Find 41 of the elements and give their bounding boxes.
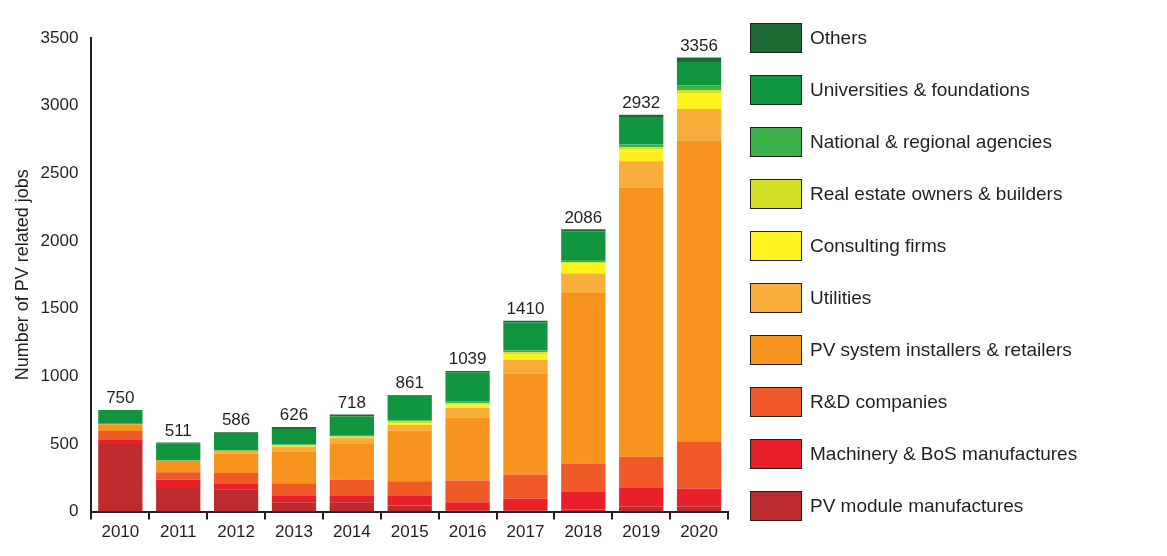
x-tick-label: 2010	[101, 522, 140, 542]
y-tick-label: 3000	[40, 95, 79, 115]
total-label: 2932	[622, 93, 661, 113]
x-tick-label: 2011	[159, 522, 197, 542]
total-label: 718	[337, 392, 367, 412]
legend-label: PV system installers & retailers	[810, 339, 1072, 361]
total-label: 861	[395, 373, 424, 393]
legend-label: Real estate owners & builders	[810, 183, 1063, 205]
y-tick-label: 0	[68, 501, 79, 521]
legend-label: Others	[810, 27, 868, 49]
x-tick-label: 2013	[275, 522, 313, 542]
y-tick-label: 1000	[40, 365, 79, 385]
y-tick-label: 500	[50, 433, 79, 453]
x-tick-label: 2014	[332, 522, 371, 542]
y-tick-label: 1500	[40, 298, 79, 318]
legend-label: Universities & foundations	[810, 79, 1030, 101]
x-tick-label: 2020	[680, 522, 718, 542]
x-tick-label: 2015	[390, 522, 429, 542]
total-label: 750	[106, 388, 135, 408]
legend-label: Machinery & BoS manufactures	[810, 443, 1078, 465]
legend-label: Utilities	[810, 287, 872, 309]
x-tick-label: 2012	[217, 522, 256, 542]
total-label: 1410	[506, 298, 545, 318]
y-tick-label: 3500	[40, 27, 79, 47]
legend-label: PV module manufactures	[810, 495, 1024, 517]
total-label: 511	[164, 420, 192, 440]
total-label: 2086	[564, 207, 603, 227]
x-tick-label: 2017	[506, 522, 545, 542]
x-tick-label: 2019	[622, 522, 661, 542]
total-label: 1039	[448, 349, 487, 369]
y-tick-label: 2500	[40, 163, 79, 182]
total-label: 586	[221, 410, 251, 430]
total-label: 3356	[680, 35, 718, 55]
legend-label: National & regional agencies	[810, 131, 1052, 153]
x-tick-label: 2018	[564, 522, 603, 542]
legend-label: Consulting firms	[810, 235, 947, 257]
y-axis-title: Number of PV related jobs	[11, 169, 32, 381]
total-label: 626	[279, 405, 309, 425]
legend-label: R&D companies	[810, 391, 948, 413]
y-tick-label: 2000	[40, 230, 79, 250]
x-tick-label: 2016	[448, 522, 487, 542]
